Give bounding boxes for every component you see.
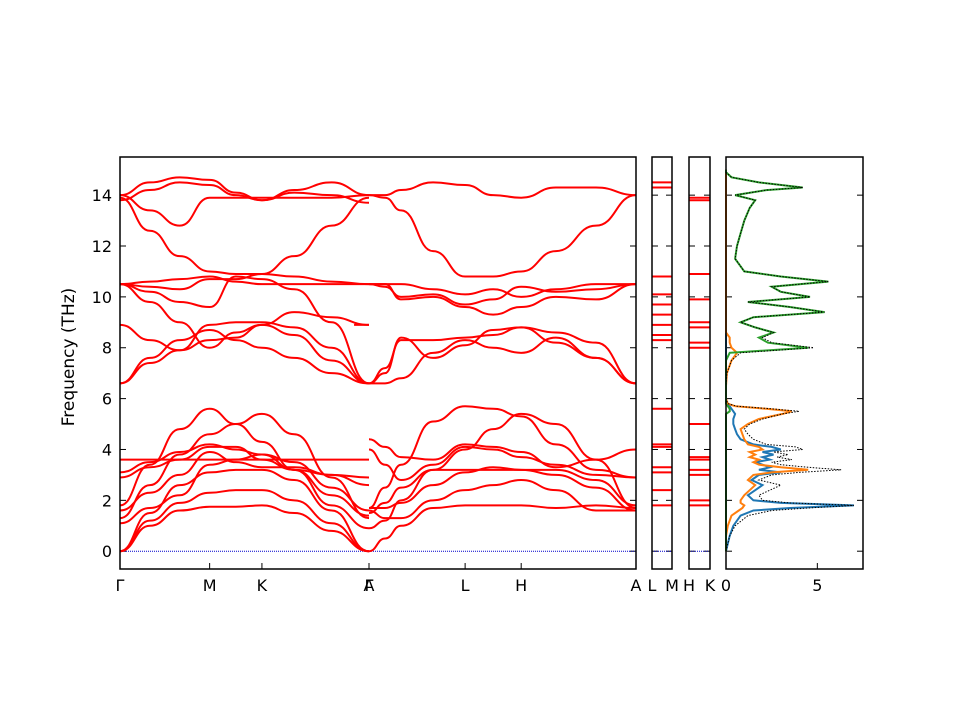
dos-x-tick-label: 0 [721,576,731,595]
band-line [119,275,369,286]
x-tick-label: L [461,576,470,595]
dos-x-tick-label: 5 [812,576,822,595]
x-tick-label: Γ [116,576,125,595]
x-tick-label: K [705,576,716,595]
y-tick-label: 12 [92,237,112,256]
band-line [368,283,637,306]
band-line [119,194,370,227]
band-panel-2 [689,194,710,552]
band-line [369,181,637,199]
band-line [119,323,370,385]
panel-frame [651,156,673,570]
y-tick-label: 6 [102,390,112,409]
y-tick-label: 10 [92,288,112,307]
band-line [368,504,637,553]
panel-frame [688,156,711,570]
y-tick-label: 0 [102,542,112,561]
band-line [119,468,370,553]
band-line [119,453,370,525]
band-line [119,181,370,204]
x-tick-label: A [364,576,375,595]
band-line [119,321,370,385]
dos-total-line [725,169,854,552]
band-line [119,489,370,553]
band-line [368,194,637,278]
band-line [119,445,370,487]
x-tick-label: Γ [365,576,374,595]
band-segment-3: H KΓ [365,196,716,595]
band-panel-1 [652,194,672,552]
band-line [368,326,637,385]
y-tick-label: 2 [102,491,112,510]
band-line [368,478,636,520]
x-tick-label: H [515,576,527,595]
band-line [369,466,637,512]
band-line [119,412,370,520]
y-tick-label: 8 [102,339,112,358]
band-line [368,445,637,481]
band-line [119,176,370,202]
band-panel-0: 0 2 4 6 8 10 12 14 [92,186,636,561]
x-tick-label: A [631,576,642,595]
dos-partial-line [725,169,829,552]
x-tick-label: H [683,576,695,595]
x-tick-label: K [257,576,268,595]
band-line [119,272,370,291]
band-line [368,438,637,469]
x-tick-label: M [203,576,217,595]
band-line [369,336,637,385]
dos-partial-line [725,169,809,552]
band-line [119,196,370,275]
band-line [119,275,370,385]
panel-frame [725,156,864,570]
x-tick-label: L [648,576,657,595]
y-tick-label: 14 [92,186,112,205]
y-tick-label: 4 [102,440,112,459]
band-line [368,412,637,530]
band-line [119,328,370,385]
y-axis-label: Frequency (THz) [59,288,79,427]
x-tick-label: M [665,576,679,595]
band-line [368,468,637,515]
band-line [369,283,636,298]
panel-frame [119,156,637,570]
band-line [119,504,370,553]
band-line [368,405,637,509]
